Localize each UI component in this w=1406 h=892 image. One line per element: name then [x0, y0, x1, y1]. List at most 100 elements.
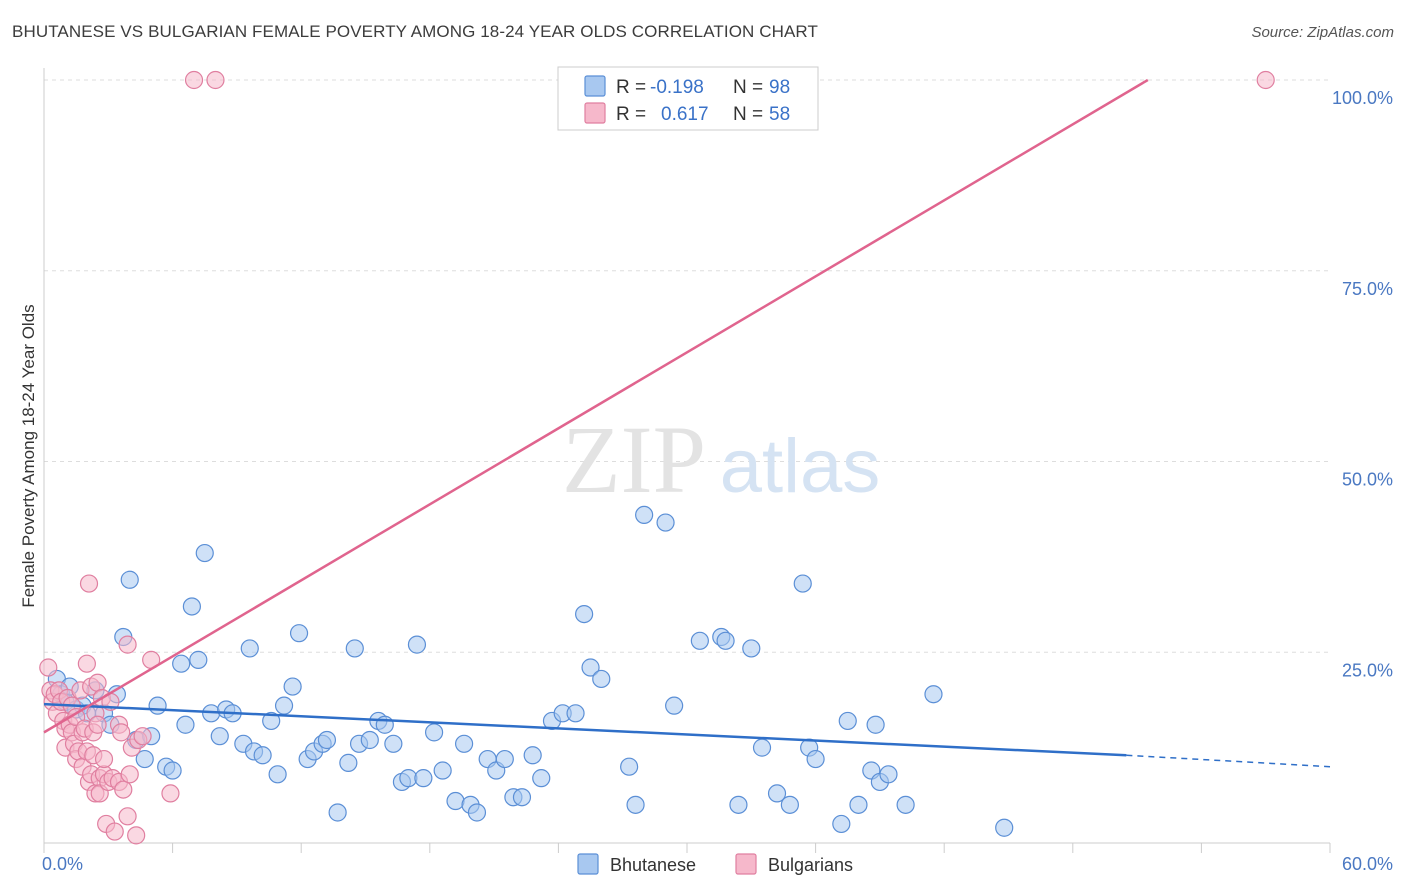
bhutanese-point-88 [832, 814, 851, 834]
bulgarians-point-23 [77, 654, 96, 673]
bhutanese-point-73 [626, 795, 645, 814]
bhutanese-point-82 [752, 738, 772, 757]
bhutanese-point-55 [446, 791, 465, 811]
bhutanese-point-85 [793, 574, 812, 593]
bulgarians-point-52 [127, 826, 146, 845]
bhutanese-point-63 [512, 788, 532, 807]
y-axis-label: Female Poverty Among 18-24 Year Olds [19, 304, 38, 607]
bulgarians-point-38 [94, 749, 114, 769]
series-legend-label-bulgarians: Bulgarians [768, 855, 853, 875]
bhutanese-point-90 [849, 795, 868, 814]
bhutanese-point-41 [328, 803, 347, 822]
bhutanese-point-12 [120, 570, 139, 589]
bhutanese-point-74 [635, 505, 654, 525]
bhutanese-point-72 [620, 757, 639, 776]
x-tick-label-1: 60.0% [1342, 854, 1393, 874]
x-tick-labels: 0.0% 60.0% [42, 854, 1393, 874]
bhutanese-point-79 [716, 631, 735, 650]
bhutanese-point-32 [262, 711, 281, 731]
bhutanese-point-95 [896, 795, 915, 814]
bhutanese-point-14 [135, 749, 154, 769]
bulgarians-point-50 [120, 765, 139, 784]
source-label: Source: ZipAtlas.com [1251, 24, 1394, 41]
bulgarians-point-48 [118, 807, 137, 826]
bhutanese-point-52 [414, 769, 433, 788]
chart-title: BHUTANESE VS BULGARIAN FEMALE POVERTY AM… [12, 22, 818, 41]
bhutanese-point-51 [407, 635, 427, 654]
legend-n-value-1: 98 [769, 77, 790, 98]
bulgarians-point-47 [114, 780, 133, 799]
bhutanese-point-71 [592, 669, 611, 689]
bulgarians-point-58 [184, 70, 204, 90]
bhutanese-point-20 [176, 715, 195, 734]
watermark-atlas: atlas [720, 424, 881, 509]
bhutanese-point-22 [189, 650, 208, 669]
correlation-legend: R = -0.198 N = 98 R = 0.617 N = 58 [557, 66, 819, 131]
bhutanese-point-89 [838, 711, 857, 731]
bhutanese-point-61 [495, 749, 514, 769]
bulgarians-point-49 [118, 635, 137, 654]
bhutanese-point-31 [253, 746, 272, 765]
bulgarians-trend-line [43, 78, 1149, 734]
y-tick-labels: 25.0% 50.0% 75.0% 100.0% [1332, 88, 1393, 680]
bhutanese-point-35 [283, 677, 302, 696]
bhutanese-point-34 [274, 696, 294, 715]
bhutanese-point-94 [879, 765, 898, 784]
watermark: ZIP atlas [562, 406, 880, 513]
bhutanese-trend-line [43, 702, 1127, 757]
bhutanese-point-43 [345, 639, 364, 658]
bulgarians-point-56 [161, 784, 180, 803]
bhutanese-point-76 [665, 696, 684, 715]
bhutanese-point-16 [148, 696, 167, 715]
bulgarians-point-33 [88, 673, 107, 692]
bhutanese-point-69 [575, 604, 594, 624]
bhutanese-point-23 [195, 543, 214, 563]
legend-r-value-2: 0.617 [661, 104, 709, 125]
bhutanese-point-48 [384, 734, 403, 753]
y-tick-label-1: 50.0% [1342, 470, 1393, 490]
bulgarians-point-43 [105, 822, 124, 841]
bhutanese-point-81 [742, 639, 761, 658]
bhutanese-point-54 [433, 761, 452, 780]
y-tick-label-0: 25.0% [1342, 660, 1393, 680]
bhutanese-point-83 [767, 784, 787, 803]
bhutanese-point-92 [866, 715, 885, 734]
bhutanese-point-58 [467, 803, 487, 822]
bhutanese-point-45 [360, 730, 379, 750]
bhutanese-point-68 [566, 704, 585, 723]
bhutanese-point-53 [424, 723, 444, 742]
bulgarians-points [39, 70, 1275, 845]
bhutanese-trend-extension [1126, 754, 1331, 768]
legend-swatch-bhutanese [584, 75, 606, 97]
bhutanese-point-65 [532, 769, 551, 788]
y-tick-label-3: 100.0% [1332, 88, 1393, 108]
x-tick-label-0: 0.0% [42, 854, 83, 874]
bulgarians-point-46 [112, 723, 131, 742]
bhutanese-point-29 [240, 639, 259, 658]
bhutanese-point-19 [172, 654, 191, 673]
bulgarians-point-32 [88, 715, 107, 734]
trend-lines [43, 78, 1331, 768]
bulgarians-point-0 [39, 658, 58, 677]
bhutanese-point-64 [523, 746, 542, 765]
bhutanese-point-96 [924, 685, 943, 704]
bulgarians-point-57 [1256, 70, 1275, 90]
legend-n-value-2: 58 [769, 104, 790, 125]
bhutanese-points [47, 505, 1014, 837]
bhutanese-point-87 [806, 749, 825, 769]
bulgarians-point-59 [206, 70, 225, 90]
legend-swatch-bulgarians [584, 102, 606, 124]
bhutanese-point-75 [656, 513, 675, 532]
axes [43, 68, 1331, 853]
bulgarians-point-25 [79, 574, 99, 593]
bhutanese-point-18 [163, 761, 182, 780]
bhutanese-point-36 [289, 624, 309, 643]
bhutanese-point-56 [454, 734, 474, 753]
bhutanese-point-77 [690, 631, 709, 650]
bhutanese-point-40 [317, 730, 337, 750]
bhutanese-point-21 [182, 597, 201, 616]
watermark-zip: ZIP [562, 406, 706, 513]
bhutanese-point-25 [210, 727, 229, 746]
grid-lines [44, 79, 1330, 653]
